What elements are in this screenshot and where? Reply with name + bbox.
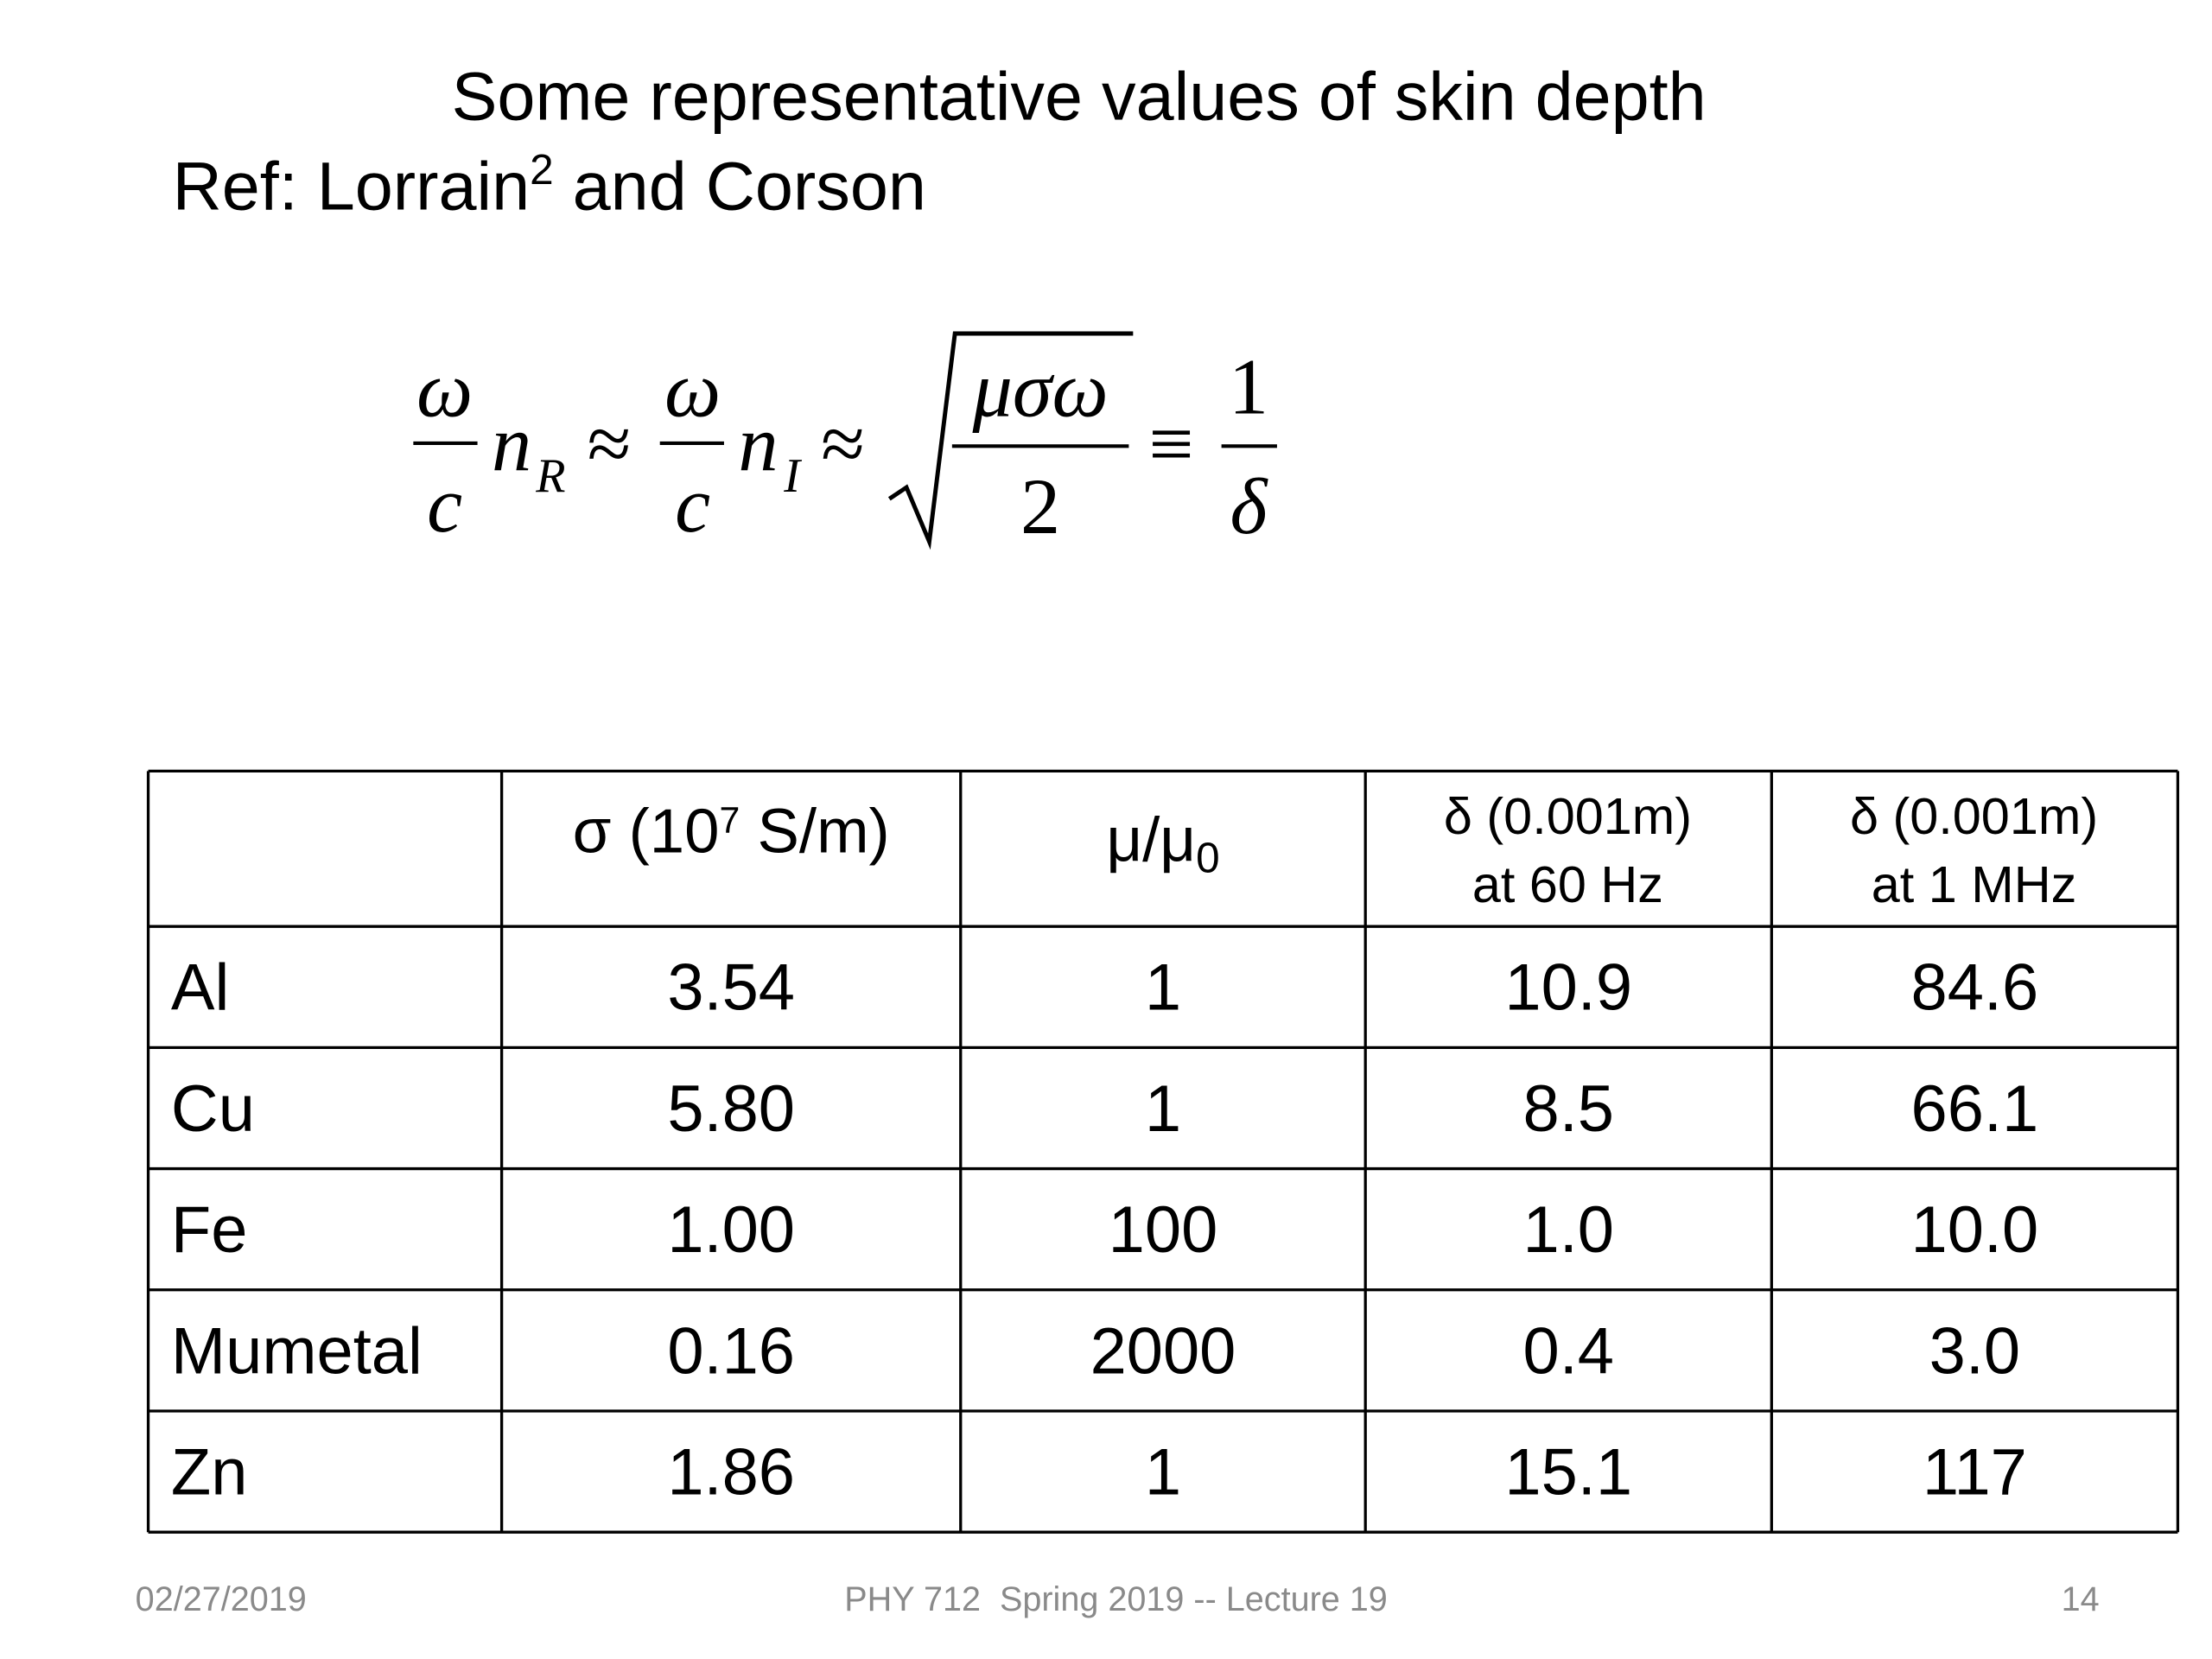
header-cell: δ (0.001m) [1850, 787, 2098, 845]
header-cell: σ (107 S/m) [573, 796, 890, 866]
row-label: Fe [171, 1193, 248, 1267]
table-cell: 10.9 [1504, 951, 1632, 1025]
row-label: Mumetal [171, 1314, 423, 1388]
data-table: σ (107 S/m) μ/μ0 δ (0.001m) at 60 Hz δ (… [146, 769, 2180, 1534]
table-cell: 100 [1109, 1193, 1218, 1267]
table-cell: 1 [1145, 951, 1181, 1025]
radical-sign [887, 331, 1134, 550]
formula-symbol: 1 [1229, 342, 1268, 430]
table-cell: 0.4 [1523, 1314, 1614, 1388]
formula-symbol: ≈ [821, 399, 865, 487]
table-cell: 10.0 [1911, 1193, 2039, 1267]
header-text: σ (10 [573, 796, 720, 866]
table-cell: 15.1 [1504, 1435, 1632, 1509]
table-cell: 1 [1145, 1072, 1181, 1146]
footer-date: 02/27/2019 [136, 1580, 307, 1618]
table-cell: 1.0 [1523, 1193, 1614, 1267]
header-text: μ/μ [1106, 804, 1196, 874]
header-sub: 0 [1196, 834, 1220, 881]
row-label: Al [171, 951, 229, 1025]
header-text: S/m) [740, 796, 889, 866]
formula-symbol: ω [664, 346, 721, 434]
slide-title: Some representative values of skin depth [452, 58, 1707, 135]
reference: Ref: Lorrain2 and Corson [173, 146, 926, 225]
formula-symbol: ≈ [588, 399, 632, 487]
ref-text: Ref: Lorrain [173, 147, 531, 224]
table-cell: 1.86 [667, 1435, 795, 1509]
ref-sup: 2 [530, 146, 554, 194]
formula-subscript: I [783, 449, 802, 503]
ref-tail: and Corson [554, 147, 926, 224]
table-cell: 5.80 [667, 1072, 795, 1146]
table-cell: 3.54 [667, 951, 795, 1025]
formula-symbol: c [675, 461, 710, 549]
header-cell: δ (0.001m) [1444, 787, 1692, 845]
table-cell: 1 [1145, 1435, 1181, 1509]
formula-symbol: ω [416, 346, 473, 434]
formula: ω c n R ≈ ω c n I ≈ μσω 2 ≡ 1 δ [413, 331, 1277, 550]
formula-symbol: n [738, 399, 778, 487]
formula-symbol: ≡ [1148, 399, 1193, 487]
formula-subscript: R [535, 449, 565, 503]
table-cell: 117 [1923, 1435, 2027, 1509]
header-cell: at 1 MHz [1872, 855, 2077, 913]
row-label: Zn [171, 1435, 248, 1509]
row-label: Cu [171, 1072, 255, 1146]
formula-symbol: δ [1230, 462, 1268, 550]
table-cell: 66.1 [1911, 1072, 2039, 1146]
table-cell: 8.5 [1523, 1072, 1614, 1146]
table-cell: 84.6 [1911, 951, 2039, 1025]
formula-symbol: c [427, 461, 462, 549]
header-cell: μ/μ0 [1106, 804, 1219, 881]
formula-symbol: 2 [1020, 462, 1060, 550]
table-cell: 1.00 [667, 1193, 795, 1267]
formula-symbol: n [492, 399, 531, 487]
header-cell: at 60 Hz [1472, 855, 1663, 913]
header-sup: 7 [720, 799, 741, 841]
footer-page: 14 [2062, 1580, 2100, 1618]
table-cell: 0.16 [667, 1314, 795, 1388]
table-cell: 2000 [1090, 1314, 1236, 1388]
formula-symbol: μσω [972, 346, 1109, 434]
table-cell: 3.0 [1929, 1314, 2020, 1388]
footer-course: PHY 712 Spring 2019 -- Lecture 19 [844, 1580, 1388, 1618]
